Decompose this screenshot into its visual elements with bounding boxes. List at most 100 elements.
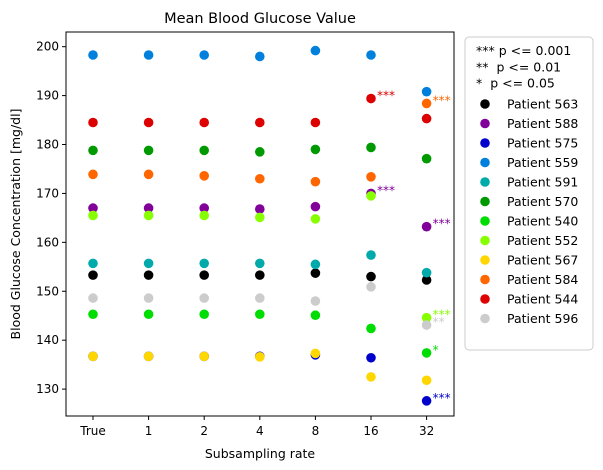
data-point	[366, 250, 376, 260]
data-point	[143, 210, 154, 221]
x-tick-label: 4	[256, 424, 264, 438]
legend-label: Patient 596	[507, 311, 578, 326]
legend-note: *** p <= 0.001	[476, 43, 571, 58]
data-point	[88, 270, 98, 280]
legend-items: Patient 563 Patient 588 Patient 575 Patient…	[480, 97, 578, 326]
data-point	[310, 296, 321, 306]
legend-note: * p <= 0.05	[476, 76, 555, 91]
y-tick-label: 180	[36, 138, 59, 152]
data-point	[199, 309, 209, 320]
legend-notes: *** p <= 0.001** p <= 0.01 * p <= 0.05	[476, 43, 571, 91]
y-tick-label: 190	[36, 89, 59, 103]
x-tick-label: 1	[145, 424, 153, 438]
data-point	[366, 93, 376, 104]
legend-marker	[480, 157, 490, 168]
data-point	[88, 309, 98, 320]
data-point	[254, 293, 265, 303]
legend-marker	[480, 255, 490, 265]
data-point	[143, 145, 154, 156]
data-point	[254, 352, 265, 362]
data-point	[143, 203, 154, 213]
data-point	[421, 153, 432, 164]
x-tick-label: 16	[363, 424, 378, 438]
data-point	[421, 320, 432, 330]
data-point	[88, 258, 98, 269]
data-point	[199, 270, 209, 280]
significance-label: **	[433, 315, 445, 329]
data-point	[366, 271, 376, 282]
data-point	[366, 372, 376, 382]
data-point	[310, 268, 321, 278]
data-point	[199, 258, 209, 269]
legend-marker	[480, 294, 490, 304]
data-point	[421, 396, 432, 406]
data-point	[310, 348, 321, 359]
data-point	[310, 144, 321, 155]
x-tick-label: 2	[200, 424, 208, 438]
significance-label: ***	[377, 183, 395, 197]
legend-label: Patient 591	[507, 175, 578, 190]
data-point	[143, 270, 154, 280]
legend-label: Patient 544	[507, 292, 578, 307]
data-point	[88, 117, 98, 128]
y-axis-label: Blood Glucose Concentration [mg/dl]	[8, 109, 23, 340]
data-point	[199, 203, 209, 213]
legend-marker	[480, 216, 490, 226]
y-tick-label: 170	[36, 186, 59, 200]
data-point	[366, 142, 376, 153]
data-point	[254, 147, 265, 157]
data-point	[254, 204, 265, 214]
x-tick-label: True	[79, 424, 106, 438]
data-point	[88, 210, 98, 221]
data-point	[421, 86, 432, 97]
data-point	[366, 352, 376, 363]
legend-marker	[480, 235, 490, 246]
data-point	[143, 50, 154, 60]
data-point	[88, 50, 98, 60]
data-point	[421, 113, 432, 124]
data-point	[310, 45, 321, 56]
y-tick-label: 150	[36, 284, 59, 298]
data-point	[143, 293, 154, 303]
data-point	[88, 145, 98, 156]
significance-label: ***	[433, 217, 451, 231]
significance-label: ***	[433, 93, 451, 107]
y-tick-label: 160	[36, 235, 59, 249]
significance-label: ***	[433, 391, 451, 405]
data-point	[199, 210, 209, 221]
data-point	[143, 309, 154, 320]
data-point	[88, 293, 98, 303]
legend-label: Patient 563	[507, 97, 578, 112]
data-point	[143, 117, 154, 128]
data-point	[199, 293, 209, 303]
data-point	[421, 375, 432, 386]
legend: *** p <= 0.001** p <= 0.01 * p <= 0.05 Pa…	[464, 36, 594, 351]
data-point	[421, 348, 432, 358]
data-point	[88, 169, 98, 180]
data-point	[88, 203, 98, 213]
data-point	[88, 351, 98, 362]
significance-label: *	[433, 343, 439, 357]
legend-label: Patient 540	[507, 214, 578, 229]
x-tick-label: 8	[312, 424, 320, 438]
data-point	[143, 169, 154, 180]
data-point	[254, 212, 265, 223]
legend-note: ** p <= 0.01	[476, 59, 561, 74]
data-point	[421, 312, 432, 323]
data-point	[421, 275, 432, 285]
data-point	[366, 191, 376, 201]
data-point	[366, 323, 376, 334]
data-point	[366, 50, 376, 60]
data-point	[199, 171, 209, 181]
legend-marker	[480, 196, 490, 207]
data-points	[88, 45, 432, 406]
data-point	[310, 214, 321, 224]
data-point	[310, 117, 321, 128]
data-point	[310, 259, 321, 270]
legend-label: Patient 575	[507, 136, 578, 151]
significance-label: ***	[433, 308, 451, 322]
data-point	[254, 117, 265, 128]
x-axis: True 1 2 4 8 16 32	[79, 416, 434, 438]
data-point	[254, 309, 265, 320]
data-point	[421, 221, 432, 232]
